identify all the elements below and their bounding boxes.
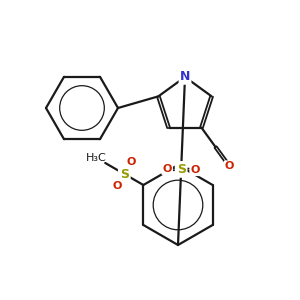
Text: S: S (120, 167, 129, 181)
Text: H₃C: H₃C (86, 153, 107, 163)
Text: O: O (190, 165, 200, 175)
Text: N: N (180, 70, 190, 83)
Text: S: S (177, 163, 186, 176)
Text: O: O (225, 161, 234, 172)
Text: O: O (163, 164, 172, 174)
Text: O: O (127, 157, 136, 167)
Text: O: O (112, 181, 122, 191)
